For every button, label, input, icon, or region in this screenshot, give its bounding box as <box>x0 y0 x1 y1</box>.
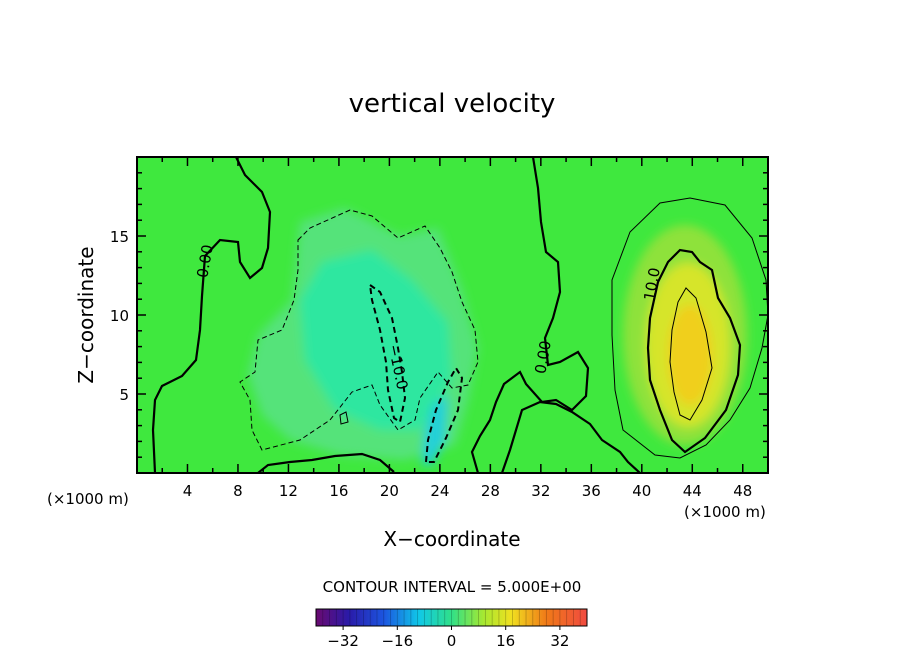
contour-label: 0.00 <box>193 243 217 279</box>
colorbar-tick-label: −16 <box>381 632 413 650</box>
sink-core-shading <box>300 250 452 430</box>
chart-title: vertical velocity <box>349 89 556 119</box>
contour-interval-note: CONTOUR INTERVAL = 5.000E+00 <box>323 578 582 596</box>
x-tick-label: 36 <box>582 482 601 500</box>
updraft-core-shading <box>668 305 712 405</box>
downdraft-contour-minus-10 <box>424 366 464 463</box>
updraft-contour-15 <box>669 287 713 421</box>
x-tick-label: 8 <box>233 482 243 500</box>
colorbar-ticks: −32 −16 0 16 32 <box>327 626 569 650</box>
x-axis: 4 8 12 16 20 24 28 32 36 40 44 48 <box>161 157 752 500</box>
zero-contour-bottom-right <box>500 400 641 473</box>
y-tick-label: 15 <box>110 228 129 246</box>
contour-label: 10.0 <box>640 266 664 302</box>
y-tick-label: 5 <box>119 386 129 404</box>
zero-contour-left <box>151 157 272 473</box>
x-tick-label: 12 <box>279 482 298 500</box>
x-tick-label: 40 <box>632 482 651 500</box>
zero-contour-bottom-left <box>257 452 395 473</box>
sink-contour-minus-5 <box>239 209 479 451</box>
plot-area <box>137 157 768 473</box>
colorbar-tick-label: −32 <box>327 632 359 650</box>
colorbar-tick-label: 16 <box>496 632 515 650</box>
x-tick-label: 16 <box>329 482 348 500</box>
sink-contour-minus-10 <box>368 282 407 424</box>
x-tick-label: 24 <box>430 482 449 500</box>
y-axis: 5 10 15 <box>110 172 768 458</box>
colorbar-tick-label: 32 <box>550 632 569 650</box>
x-tick-label: 28 <box>481 482 500 500</box>
y-tick-label: 10 <box>110 307 129 325</box>
x-tick-label: 20 <box>380 482 399 500</box>
colorbar: −32 −16 0 16 32 <box>315 608 588 650</box>
x-tick-label: 4 <box>183 482 193 500</box>
updraft-contour-10 <box>646 248 742 454</box>
contour-label: 0.00 <box>531 339 555 375</box>
x-unit-left: (×1000 m) <box>47 490 129 508</box>
x-tick-label: 32 <box>531 482 550 500</box>
x-tick-label: 44 <box>683 482 702 500</box>
zero-contour-middle <box>470 157 590 473</box>
small-contour-blob <box>339 411 349 425</box>
y-axis-title: Z−coordinate <box>74 246 98 383</box>
x-unit-right: (×1000 m) <box>684 503 766 521</box>
x-axis-title: X−coordinate <box>383 527 520 551</box>
x-tick-label: 48 <box>733 482 752 500</box>
updraft-contour-5 <box>611 197 768 459</box>
colorbar-tick-label: 0 <box>447 632 457 650</box>
downdraft-shading <box>422 395 448 465</box>
colorbar-segments <box>315 609 588 626</box>
